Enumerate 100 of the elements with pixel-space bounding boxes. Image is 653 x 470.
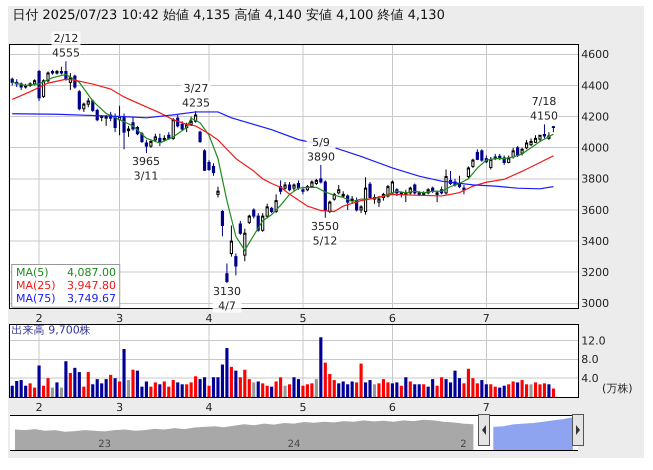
- bar: [453, 370, 457, 397]
- bar: [283, 386, 287, 397]
- annotation: 3550 5/12: [311, 220, 339, 248]
- bar: [225, 348, 228, 397]
- candlestick: [198, 130, 202, 144]
- bar: [68, 373, 72, 397]
- bar: [60, 388, 63, 397]
- candlestick: [512, 147, 515, 160]
- candlestick: [364, 176, 368, 216]
- bar: [395, 382, 398, 397]
- candlestick: [158, 133, 162, 147]
- annotation: 5/9 3890: [307, 136, 335, 164]
- bar: [64, 361, 68, 397]
- candlestick: [301, 186, 305, 195]
- x-tick-label: 3: [116, 312, 124, 326]
- bar: [207, 386, 211, 397]
- y-tick-label: 3000: [581, 297, 610, 310]
- y-tick-label: 12.0: [581, 334, 606, 348]
- text: MA(5): [16, 266, 49, 279]
- candlestick: [167, 132, 170, 140]
- candlestick: [243, 228, 246, 262]
- candlestick: [283, 181, 287, 190]
- bar: [520, 380, 524, 397]
- bar: [547, 384, 550, 397]
- bar: [50, 388, 54, 397]
- annotation: 3965 3/11: [132, 155, 160, 182]
- candlestick: [466, 166, 470, 180]
- bar: [542, 383, 546, 397]
- bar: [144, 381, 148, 397]
- bar: [484, 384, 488, 397]
- bar: [364, 382, 368, 397]
- candlestick: [462, 184, 466, 195]
- bar: [292, 377, 296, 397]
- bar: [234, 370, 238, 397]
- y-tick-label: 3200: [581, 266, 610, 280]
- y-axis-title: (万株): [602, 382, 633, 395]
- annotation: 3,947.80: [67, 279, 116, 292]
- bar: [377, 383, 381, 397]
- x-tick-label: 6: [388, 312, 396, 326]
- bar: [154, 382, 157, 397]
- candlestick: [337, 184, 340, 195]
- y-tick-label: 3400: [581, 234, 610, 248]
- candlestick: [342, 190, 345, 198]
- bar: [368, 380, 372, 397]
- bar: [404, 377, 408, 397]
- x-tick-label: 24: [288, 439, 300, 450]
- candlestick: [162, 134, 166, 142]
- x-tick-label: 4: [206, 312, 213, 326]
- candlestick: [55, 69, 59, 76]
- x-tick-label: 23: [98, 439, 112, 450]
- candlestick: [10, 77, 14, 86]
- bar: [372, 384, 376, 397]
- x-tick-label: 5: [299, 401, 306, 414]
- candlestick: [149, 139, 152, 148]
- candlestick: [202, 148, 206, 172]
- bar: [28, 383, 32, 397]
- bar: [122, 349, 126, 397]
- bar: [310, 383, 314, 397]
- candlestick: [542, 124, 546, 139]
- bar: [256, 381, 260, 397]
- candlestick: [118, 105, 122, 136]
- candlestick: [314, 178, 318, 186]
- bar: [444, 379, 448, 397]
- candlestick: [328, 200, 332, 214]
- annotation: 4,087.00: [67, 266, 116, 279]
- x-tick-label: 2: [36, 312, 43, 326]
- bar: [400, 386, 403, 397]
- y-tick-label: 3800: [581, 172, 610, 186]
- text: MA(75): [16, 292, 56, 305]
- candlestick: [368, 181, 372, 200]
- bar: [252, 382, 256, 397]
- bar: [529, 384, 533, 397]
- candlestick: [471, 158, 474, 168]
- bar: [198, 379, 202, 397]
- candlestick: [270, 206, 274, 214]
- bar: [158, 384, 162, 397]
- candlestick: [534, 134, 538, 144]
- bar: [114, 378, 117, 397]
- annotation: 7/18 4150: [530, 95, 558, 122]
- bar: [38, 365, 41, 397]
- candlestick: [122, 112, 126, 150]
- candlestick: [225, 262, 229, 284]
- candlestick: [436, 190, 439, 203]
- bar: [319, 337, 322, 397]
- annotation: 3130 4/7: [213, 285, 241, 312]
- y-tick-label: 8.0: [581, 353, 599, 366]
- bar: [46, 378, 50, 397]
- candlestick: [216, 186, 220, 198]
- bar: [55, 382, 59, 397]
- candlestick: [50, 69, 54, 76]
- x-tick-label: 4: [206, 401, 213, 414]
- candlestick: [126, 125, 130, 138]
- y-tick-label: 4200: [581, 110, 610, 124]
- x-tick-label: 2: [460, 439, 467, 450]
- y-tick-label: 4400: [581, 79, 610, 92]
- candlestick: [552, 125, 555, 133]
- bar: [78, 372, 81, 397]
- candlestick: [144, 139, 148, 154]
- bar: [408, 381, 412, 397]
- candlestick: [274, 194, 278, 214]
